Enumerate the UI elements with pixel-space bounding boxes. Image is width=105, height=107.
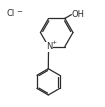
Text: −: − (16, 8, 22, 15)
Text: OH: OH (72, 10, 85, 19)
Text: +: + (52, 40, 57, 45)
Text: Cl: Cl (6, 9, 15, 18)
Text: N: N (46, 42, 52, 51)
